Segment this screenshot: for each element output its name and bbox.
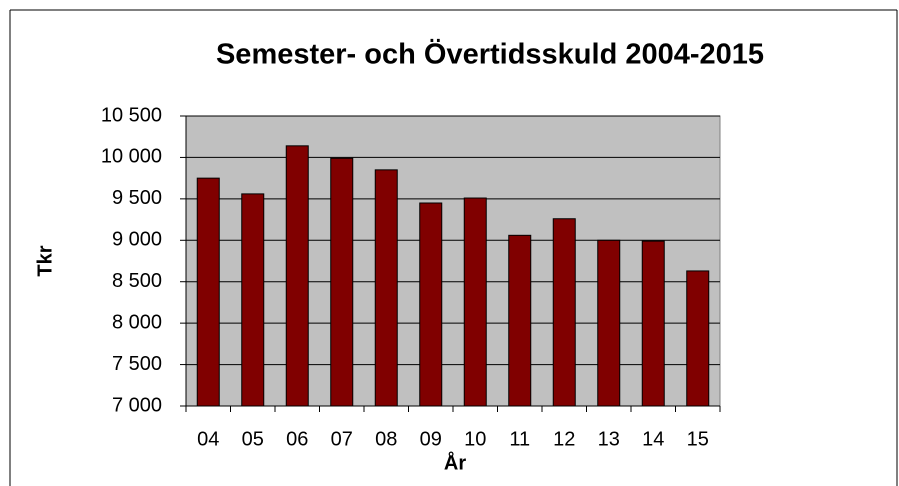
bar [330,157,354,407]
x-tick-label: 12 [553,428,575,450]
y-tick-label: 8 000 [112,311,162,333]
x-tick-label: 07 [331,428,353,450]
y-tick-label: 10 500 [101,104,162,126]
x-axis-label: År [444,450,466,474]
bar [508,234,532,407]
y-axis-label: Tkr [34,245,56,276]
bar [196,177,220,407]
bar [285,145,309,407]
y-tick-label: 7 000 [112,394,162,416]
x-tick-label: 15 [687,428,709,450]
bar [463,197,487,407]
chart-title: Semester- och Övertidsskuld 2004-2015 [216,38,764,71]
x-tick-label: 09 [420,428,442,450]
bar [374,169,398,407]
x-tick-label: 10 [464,428,486,450]
y-tick-label: 8 500 [112,270,162,292]
bar [552,218,576,407]
bar [641,240,665,407]
x-tick-label: 08 [375,428,397,450]
y-tick-label: 9 000 [112,229,162,251]
y-tick-label: 9 500 [112,187,162,209]
x-tick-label: 06 [286,428,308,450]
x-tick-label: 13 [598,428,620,450]
bar [419,202,443,407]
y-tick-label: 7 500 [112,353,162,375]
x-tick-label: 04 [197,428,219,450]
bar [686,270,710,407]
bar [241,193,265,407]
plot-area [185,115,721,407]
x-tick-label: 11 [509,428,530,450]
x-tick-label: 05 [242,428,264,450]
x-tick-label: 14 [642,428,664,450]
bar [597,239,621,407]
y-tick-label: 10 000 [101,146,162,168]
